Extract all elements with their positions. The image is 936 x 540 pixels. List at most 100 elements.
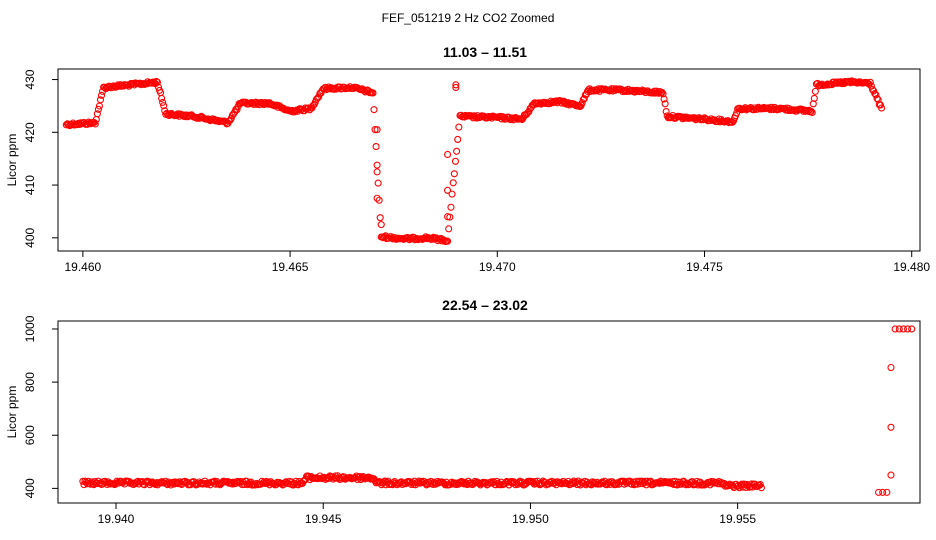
data-point <box>444 213 452 221</box>
data-point <box>373 126 381 134</box>
data-point <box>658 88 666 96</box>
data-point <box>908 325 916 333</box>
data-point <box>447 203 455 211</box>
data-point <box>387 233 395 241</box>
data-point <box>659 90 667 98</box>
data-point <box>524 109 532 117</box>
x-tick-label: 19.470 <box>479 260 516 274</box>
data-point <box>444 150 452 159</box>
data-point <box>373 168 381 176</box>
bottom-y-axis-label: Licor ppm <box>5 386 19 439</box>
data-point <box>453 147 461 155</box>
data-point <box>755 481 763 490</box>
data-point <box>448 190 456 198</box>
data-point <box>887 363 895 372</box>
bottom-x-axis: 19.940 19.945 19.950 19.955 <box>98 502 756 526</box>
bottom-data-points <box>79 325 916 496</box>
data-point <box>450 170 458 178</box>
top-panel-title: 11.03 – 11.51 <box>443 44 527 60</box>
data-point <box>370 106 378 114</box>
data-point <box>321 475 329 483</box>
data-point <box>757 484 765 492</box>
y-tick-label: 410 <box>23 175 37 195</box>
data-point <box>372 143 380 151</box>
data-point <box>385 480 393 489</box>
data-point <box>373 194 381 202</box>
y-tick-label: 400 <box>23 478 37 498</box>
data-point <box>158 94 166 102</box>
data-point <box>455 123 463 131</box>
data-point <box>315 93 323 101</box>
x-tick-label: 19.475 <box>686 260 723 274</box>
data-point <box>444 237 452 245</box>
data-point <box>662 108 670 116</box>
data-point <box>93 110 101 118</box>
x-tick-label: 19.950 <box>512 512 549 526</box>
data-point <box>876 101 884 109</box>
x-tick-label: 19.940 <box>98 512 135 526</box>
data-point <box>160 102 168 110</box>
data-point <box>883 488 891 496</box>
x-tick-label: 19.465 <box>272 260 309 274</box>
data-point <box>379 234 387 242</box>
data-point <box>807 107 815 115</box>
data-point <box>810 94 818 102</box>
data-point <box>866 78 874 86</box>
bottom-y-axis: 400 600 800 1000 <box>23 315 59 498</box>
data-point <box>445 225 453 233</box>
top-x-axis: 19.460 19.465 19.470 19.475 19.480 <box>65 250 930 274</box>
data-point <box>580 95 588 103</box>
data-point <box>628 86 637 94</box>
y-tick-label: 430 <box>23 69 37 89</box>
data-point <box>756 480 764 489</box>
data-point <box>811 87 819 95</box>
y-tick-label: 1000 <box>23 315 37 342</box>
data-point <box>91 120 99 128</box>
data-point <box>233 106 241 114</box>
data-point <box>153 78 162 86</box>
data-point <box>371 126 379 134</box>
bottom-panel-title: 22.54 – 23.02 <box>442 297 528 313</box>
y-tick-label: 800 <box>23 372 37 392</box>
data-point <box>576 102 584 111</box>
data-point <box>728 118 736 126</box>
top-panel: 11.03 – 11.51 Licor ppm 19.460 19.465 19.4… <box>5 44 930 274</box>
x-tick-label: 19.480 <box>893 260 930 274</box>
data-point <box>875 488 883 496</box>
top-y-axis-label: Licor ppm <box>5 134 19 187</box>
data-point <box>578 99 586 107</box>
data-point <box>89 480 97 488</box>
data-point <box>879 488 887 496</box>
data-point <box>376 214 384 222</box>
data-point <box>887 423 895 431</box>
data-point <box>698 481 706 489</box>
x-tick-label: 19.955 <box>719 512 756 526</box>
data-point <box>299 477 308 485</box>
data-point <box>449 179 457 187</box>
data-point <box>96 96 105 104</box>
data-point <box>454 135 462 143</box>
data-point <box>290 481 298 489</box>
top-data-points <box>62 77 886 246</box>
data-point <box>873 95 881 103</box>
data-point <box>374 179 382 187</box>
data-point <box>660 95 668 103</box>
data-point <box>661 100 669 108</box>
data-point <box>502 115 510 123</box>
data-point <box>904 325 912 333</box>
data-point <box>891 325 899 333</box>
data-point <box>895 325 903 333</box>
data-point <box>373 161 381 169</box>
figure-title: FEF_051219 2 Hz CO2 Zoomed <box>382 11 555 25</box>
x-tick-label: 19.460 <box>65 260 102 274</box>
data-point <box>377 221 385 229</box>
top-y-axis: 400 410 420 430 <box>23 69 59 248</box>
y-tick-label: 420 <box>23 122 37 142</box>
data-point <box>159 98 167 106</box>
data-point <box>97 91 106 99</box>
x-tick-label: 19.945 <box>305 512 342 526</box>
bottom-plot-frame <box>57 320 921 504</box>
data-point <box>94 105 102 113</box>
data-point <box>417 477 425 485</box>
